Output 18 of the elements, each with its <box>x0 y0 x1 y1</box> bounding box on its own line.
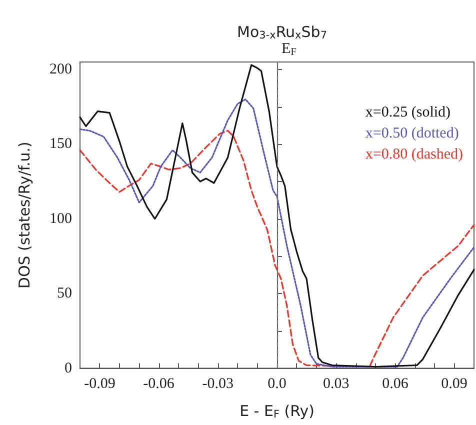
x-tick-label: -0.03 <box>202 376 234 392</box>
chart-title: Mo3-xRuxSb7 <box>237 22 327 42</box>
text: x=0.80 (dashed) <box>365 146 464 162</box>
x-tick-label: -0.09 <box>84 376 116 392</box>
x-tick-label: -0.06 <box>143 376 175 392</box>
y-tick-label: 0 <box>64 360 72 376</box>
x-tick-label: 0.06 <box>382 376 409 392</box>
y-axis-title: DOS (states/Ry/f.u.) <box>16 142 34 289</box>
y-tick-label: 50 <box>57 286 72 302</box>
x-tick-label: 0.09 <box>441 376 468 392</box>
text: x=0.50 (dotted) <box>365 126 459 142</box>
x-tick-label: 0.03 <box>322 376 350 392</box>
y-tick-label: 150 <box>50 136 72 152</box>
text: x=0.25 (solid) <box>365 104 451 120</box>
y-tick-label: 200 <box>50 61 72 78</box>
y-tick-label: 100 <box>50 210 72 227</box>
x-axis-title: E - EF (Ry) <box>240 402 314 420</box>
x-tick-label: 0.0 <box>268 376 286 392</box>
